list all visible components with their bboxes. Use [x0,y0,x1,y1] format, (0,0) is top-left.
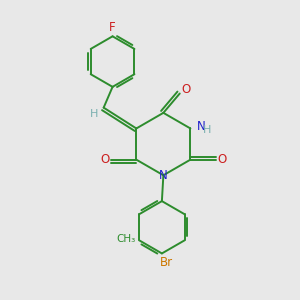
Text: CH₃: CH₃ [116,234,136,244]
Text: H: H [202,125,211,135]
Text: O: O [218,153,227,166]
Text: N: N [197,120,206,133]
Text: H: H [90,109,98,118]
Text: N: N [159,169,168,182]
Text: O: O [100,153,109,166]
Text: Br: Br [160,256,173,269]
Text: F: F [109,21,116,34]
Text: O: O [181,82,190,96]
